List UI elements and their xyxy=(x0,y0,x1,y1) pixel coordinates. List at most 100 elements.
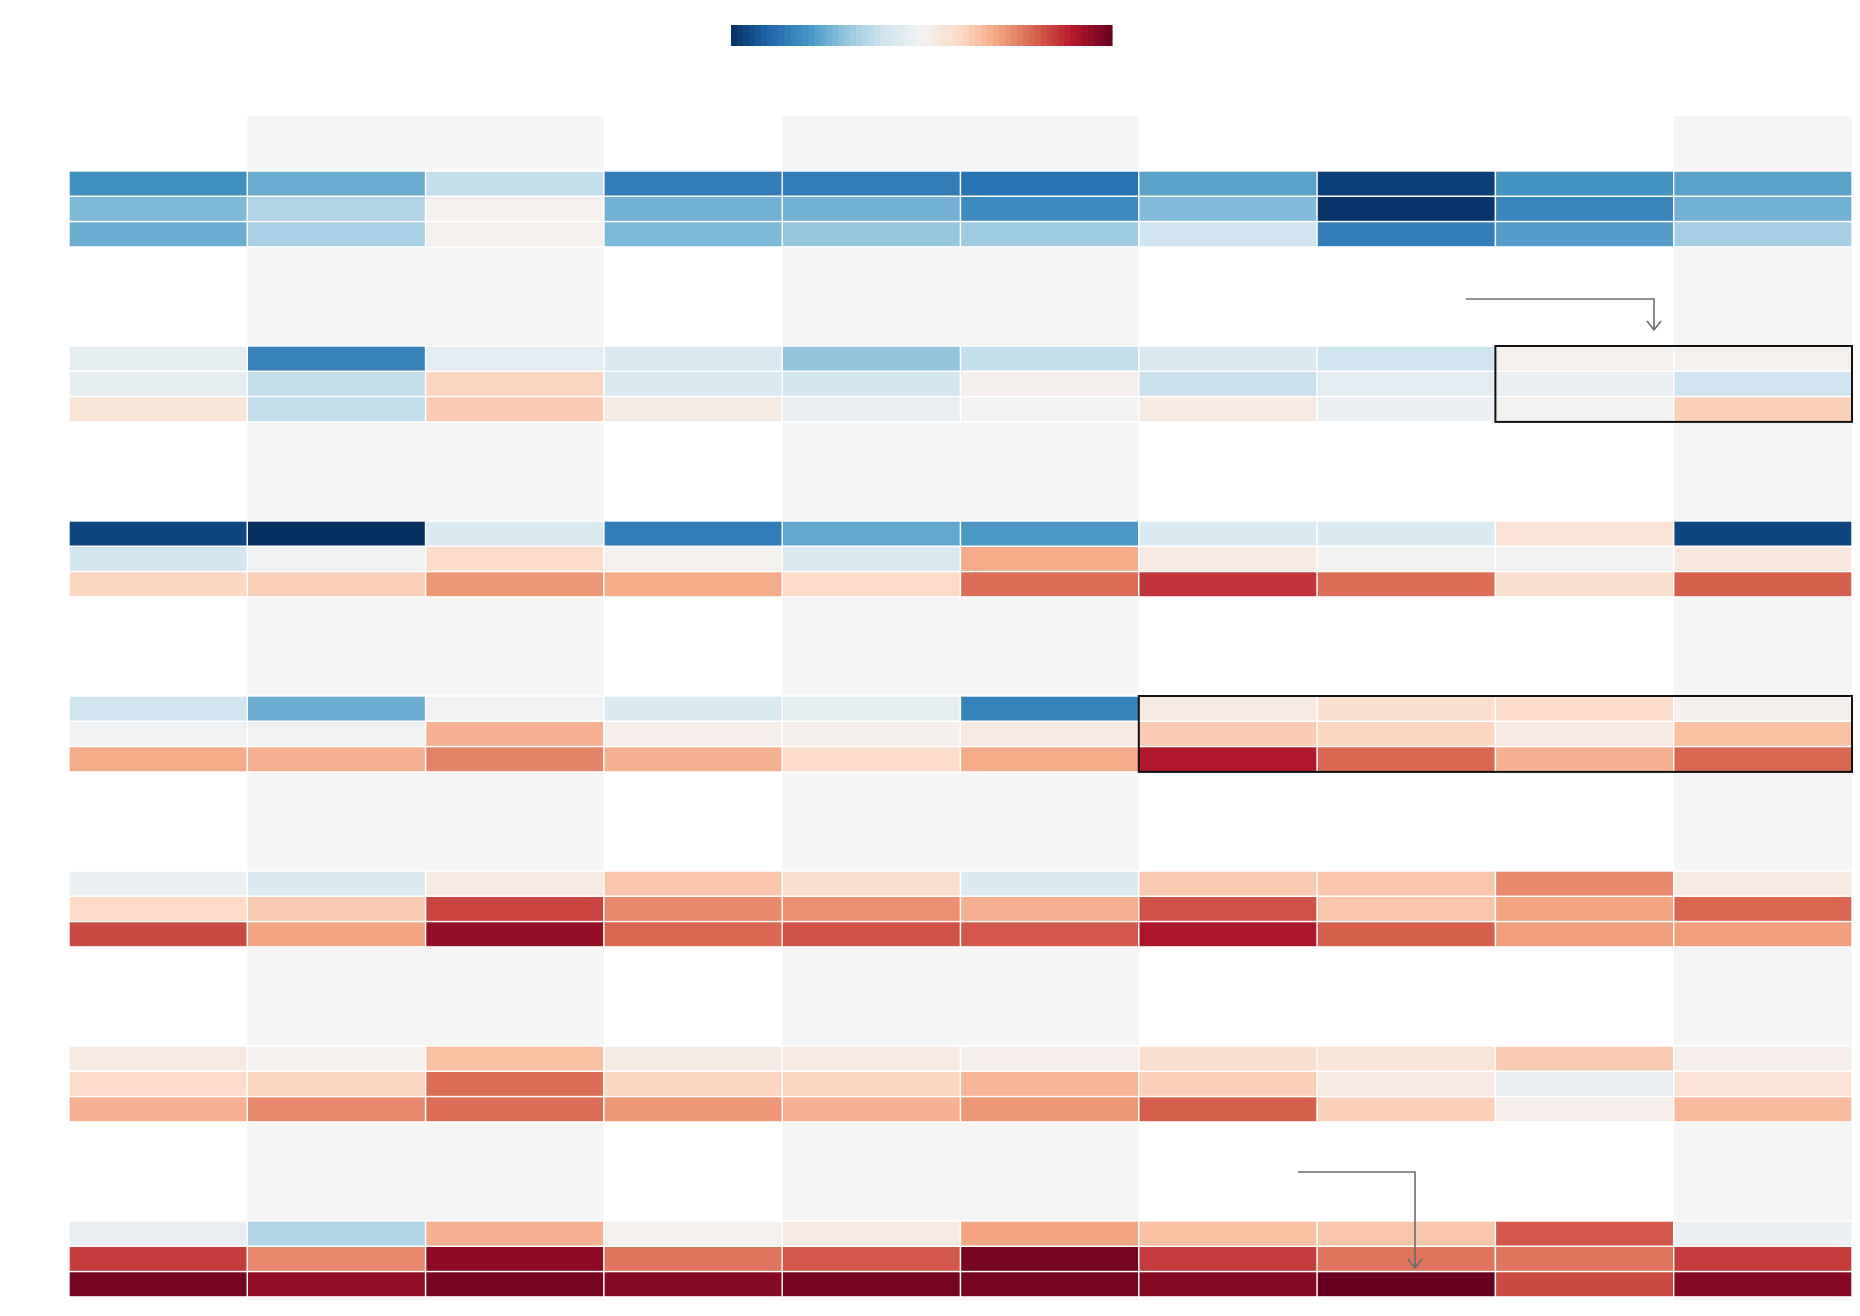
heatmap-cell xyxy=(1316,1045,1497,1072)
colorbar-segment xyxy=(838,25,845,46)
heatmap-cell xyxy=(246,1245,427,1273)
heatmap-cell xyxy=(246,720,427,748)
colorbar-segment xyxy=(933,25,940,46)
heatmap-cell xyxy=(603,870,783,897)
colorbar-segment xyxy=(1094,25,1101,46)
heatmap-cell xyxy=(424,545,605,573)
heatmap-cell xyxy=(1316,545,1497,573)
heatmap-cell xyxy=(603,920,783,948)
heatmap-cell xyxy=(1138,745,1318,773)
heatmap-cell xyxy=(1316,395,1497,423)
heatmap-cell xyxy=(959,395,1140,423)
heatmap-cell xyxy=(246,920,427,948)
heatmap-cell xyxy=(68,920,249,948)
heatmap-cell xyxy=(959,745,1140,773)
colorbar-segment xyxy=(903,25,911,46)
heatmap-cell xyxy=(1138,1095,1318,1123)
heatmap-cell xyxy=(1138,345,1318,372)
heatmap-cell xyxy=(1138,870,1318,897)
heatmap-cell xyxy=(246,745,427,773)
colorbar-segment xyxy=(963,25,970,46)
colorbar-segment xyxy=(731,25,738,46)
heatmap-cell xyxy=(1494,1270,1675,1298)
heatmap-cell xyxy=(68,695,249,722)
colorbar-segment xyxy=(998,25,1006,46)
heatmap-cell xyxy=(246,1270,427,1298)
heatmap-cell xyxy=(603,1045,783,1072)
colorbar-segment xyxy=(820,25,827,46)
heatmap-cell xyxy=(1672,920,1853,948)
colorbar-segment xyxy=(796,25,804,46)
heatmap-cell xyxy=(246,220,427,248)
heatmap-cell xyxy=(603,170,783,197)
heatmap-cell xyxy=(424,1045,605,1072)
heatmap-cell xyxy=(424,345,605,372)
annotation-arrowhead xyxy=(1646,320,1662,332)
heatmap-cell xyxy=(246,170,427,197)
colorbar-segment xyxy=(856,25,863,46)
colorbar-segment xyxy=(986,25,994,46)
heatmap-cell xyxy=(424,520,605,547)
heatmap-cell xyxy=(1138,545,1318,573)
heatmap-cell xyxy=(68,870,249,897)
heatmap-cell xyxy=(1494,395,1675,423)
heatmap-cell xyxy=(246,570,427,598)
heatmap-cell xyxy=(1672,520,1853,547)
colorbar-segment xyxy=(921,25,929,46)
colorbar-segment xyxy=(879,25,887,46)
heatmap-cell xyxy=(603,720,783,748)
heatmap-cell xyxy=(1138,395,1318,423)
heatmap-cell xyxy=(781,1270,962,1298)
heatmap-cell xyxy=(246,370,427,398)
colorbar-segment xyxy=(897,25,905,46)
heatmap-cell xyxy=(424,695,605,722)
heatmap-cell xyxy=(603,520,783,547)
heatmap-cell xyxy=(1672,370,1853,398)
colorbar-segment xyxy=(885,25,893,46)
heatmap-cell xyxy=(1138,520,1318,547)
colorbar-segment xyxy=(992,25,1000,46)
heatmap-cell xyxy=(603,1070,783,1098)
heatmap-cell xyxy=(959,220,1140,248)
heatmap-cell xyxy=(603,1270,783,1298)
heatmap-cell xyxy=(1138,1245,1318,1273)
heatmap-cell xyxy=(959,1220,1140,1247)
heatmap-cell xyxy=(781,1045,962,1072)
colorbar-segment xyxy=(748,25,756,46)
colorbar-segment xyxy=(867,25,875,46)
colorbar-segment xyxy=(826,25,833,46)
heatmap-cell xyxy=(246,1070,427,1098)
colorbar-segment xyxy=(945,25,952,46)
colorbar-segment xyxy=(1070,25,1077,46)
heatmap-cell xyxy=(246,545,427,573)
heatmap-cell xyxy=(424,1245,605,1273)
heatmap-cell xyxy=(781,370,962,398)
heatmap-cell xyxy=(1138,220,1318,248)
heatmap-cell xyxy=(1138,1270,1318,1298)
heatmap-cell xyxy=(246,345,427,372)
heatmap-cell xyxy=(246,895,427,923)
colorbar-segment xyxy=(742,25,750,46)
heatmap-cell xyxy=(959,1270,1140,1298)
heatmap-cell xyxy=(1316,1245,1497,1273)
colorbar-segment xyxy=(957,25,964,46)
heatmap-cell xyxy=(68,1245,249,1273)
heatmap-cell xyxy=(603,570,783,598)
highlight-box xyxy=(1137,695,1854,773)
heatmap-cell xyxy=(1494,1045,1675,1072)
heatmap-cell xyxy=(246,520,427,547)
heatmap-cell xyxy=(1494,195,1675,223)
heatmap-cell xyxy=(1316,370,1497,398)
colorbar-segment xyxy=(981,25,988,46)
heatmap-cell xyxy=(1138,1070,1318,1098)
heatmap-cell xyxy=(603,895,783,923)
heatmap-cell xyxy=(1672,220,1853,248)
heatmap-cell xyxy=(959,920,1140,948)
heatmap-cell xyxy=(424,920,605,948)
heatmap-cell xyxy=(781,1095,962,1123)
heatmap-cell xyxy=(781,870,962,897)
heatmap-cell xyxy=(1672,1070,1853,1098)
heatmap-cell xyxy=(68,1270,249,1298)
colorbar-segment xyxy=(736,25,744,46)
colorbar-segment xyxy=(915,25,923,46)
